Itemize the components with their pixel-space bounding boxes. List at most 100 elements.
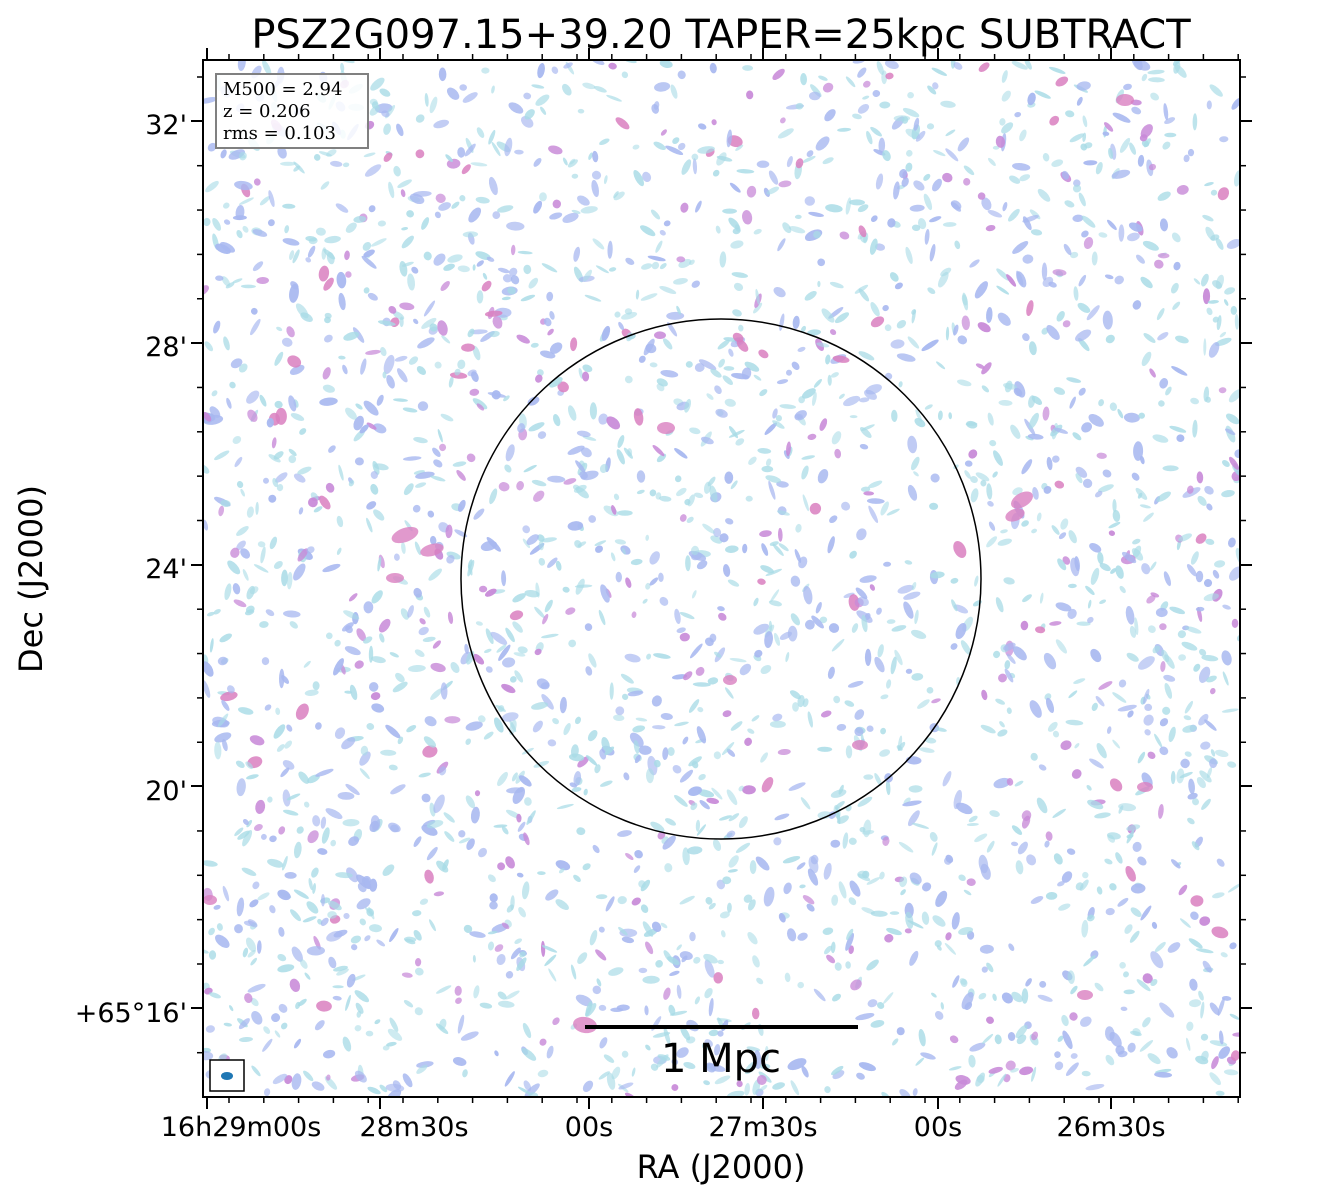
noise-blob (704, 987, 713, 999)
noise-blob (932, 915, 946, 927)
noise-blob (1104, 858, 1113, 865)
noise-blob (416, 1061, 434, 1068)
noise-blob (521, 1047, 537, 1061)
noise-blob (541, 263, 558, 273)
noise-blob (1107, 219, 1117, 231)
noise-blob (718, 612, 727, 621)
noise-blob (526, 810, 536, 825)
noise-blob (269, 536, 278, 550)
noise-blob (674, 448, 688, 459)
noise-blob (1061, 170, 1070, 180)
noise-blob (470, 162, 488, 167)
noise-blob (1229, 942, 1237, 950)
noise-blob (1150, 92, 1160, 101)
noise-blob (665, 818, 676, 826)
noise-blob (830, 372, 839, 378)
noise-blob (577, 108, 585, 114)
noise-blob (1076, 81, 1091, 91)
noise-blob (621, 547, 626, 555)
noise-blob (1221, 995, 1232, 1001)
noise-blob (630, 558, 643, 566)
noise-blob (903, 591, 921, 600)
noise-blob (1228, 389, 1240, 403)
noise-blob (313, 935, 321, 950)
noise-blob (741, 367, 752, 380)
noise-blob (884, 60, 899, 69)
noise-blob (601, 736, 610, 752)
noise-blob (549, 212, 563, 220)
noise-blob (609, 682, 614, 700)
noise-blob (1176, 434, 1185, 443)
noise-blob (1078, 192, 1086, 207)
noise-blob (807, 711, 813, 728)
noise-blob (966, 420, 978, 429)
noise-blob (382, 1045, 390, 1051)
noise-blob (257, 541, 266, 548)
noise-blob (280, 1022, 288, 1030)
noise-blob (396, 368, 408, 383)
noise-blob (617, 435, 625, 448)
noise-blob (498, 644, 511, 661)
noise-blob (498, 482, 510, 492)
noise-blob (334, 639, 341, 647)
noise-blob (1130, 1030, 1142, 1037)
noise-blob (861, 907, 875, 915)
noise-blob (755, 856, 770, 871)
noise-blob (545, 889, 559, 901)
noise-blob (1164, 132, 1177, 138)
noise-blob (306, 901, 319, 914)
noise-blob (901, 177, 909, 187)
noise-blob (328, 445, 336, 453)
noise-blob (213, 320, 221, 334)
noise-blob (613, 191, 625, 201)
noise-blob (452, 461, 467, 467)
noise-blob (242, 225, 249, 233)
noise-blob (582, 371, 590, 382)
noise-blob (1150, 951, 1164, 969)
noise-blob (275, 707, 281, 715)
noise-blob (711, 119, 717, 126)
noise-blob (993, 450, 1003, 466)
noise-blob (223, 219, 231, 225)
noise-blob (649, 489, 657, 497)
noise-blob (447, 611, 454, 625)
noise-blob (1229, 1013, 1240, 1020)
noise-blob (1204, 719, 1217, 731)
noise-blob (883, 992, 894, 1004)
noise-blob (433, 794, 445, 814)
noise-blob (1211, 1056, 1219, 1070)
noise-blob (1065, 110, 1075, 118)
noise-blob (429, 535, 437, 545)
noise-blob (1115, 565, 1124, 579)
noise-blob (703, 953, 718, 964)
noise-blob (1179, 771, 1193, 779)
noise-blob (429, 919, 436, 932)
noise-blob (506, 787, 524, 794)
noise-blob (728, 429, 745, 438)
noise-blob (264, 704, 272, 711)
noise-blob (335, 872, 353, 879)
noise-blob (624, 375, 633, 384)
noise-blob (502, 657, 516, 668)
noise-blob (497, 991, 507, 1000)
noise-blob (617, 510, 633, 516)
noise-blob (350, 935, 362, 944)
noise-blob (702, 523, 715, 534)
noise-blob (1172, 301, 1181, 310)
noise-blob (809, 91, 821, 101)
noise-blob (676, 305, 681, 315)
noise-blob (222, 885, 230, 902)
noise-blob (476, 260, 484, 267)
noise-blob (520, 294, 536, 302)
noise-blob (573, 874, 581, 883)
noise-blob (1096, 743, 1107, 759)
noise-blob (322, 1049, 336, 1059)
noise-blob (695, 666, 705, 676)
noise-blob (1187, 817, 1195, 825)
noise-blob (1210, 749, 1216, 757)
noise-blob (986, 1016, 994, 1024)
noise-blob (754, 649, 763, 658)
noise-blob (457, 147, 466, 158)
noise-blob (1062, 1030, 1073, 1050)
noise-blob (618, 926, 628, 936)
